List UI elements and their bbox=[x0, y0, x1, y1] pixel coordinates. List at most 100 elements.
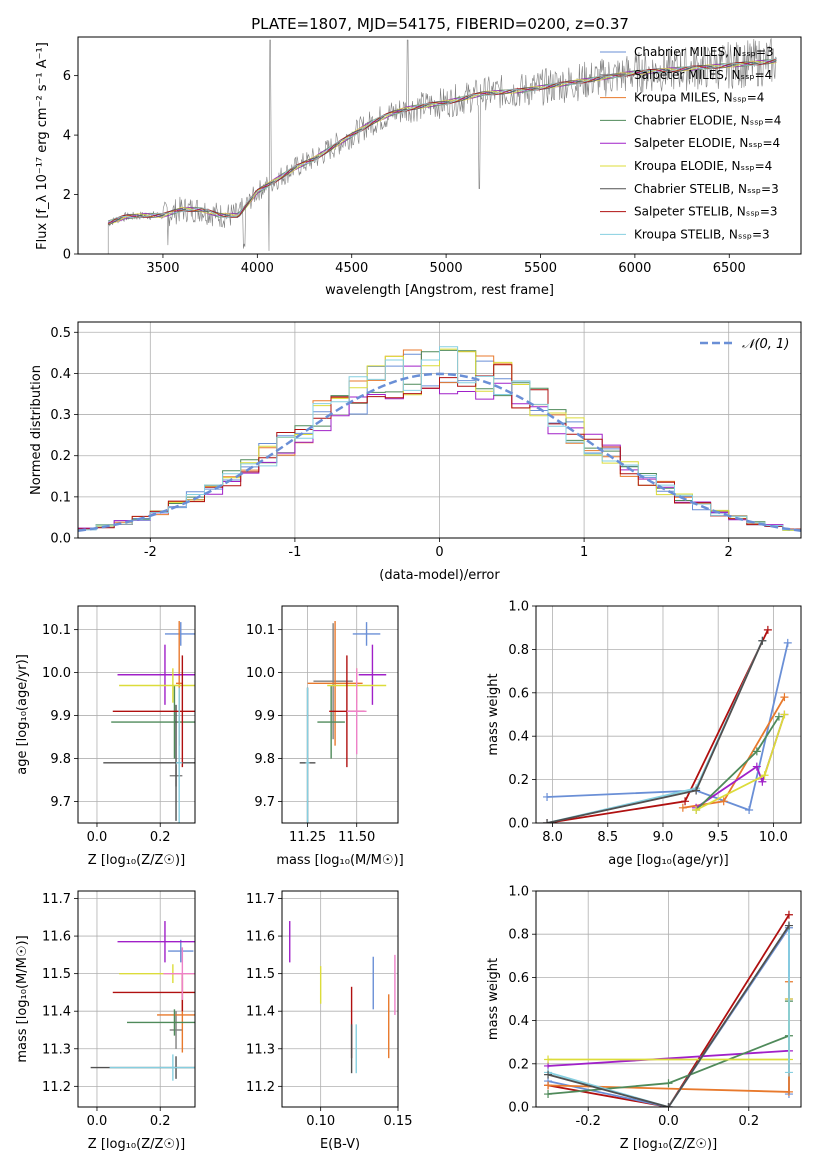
x-axis-label: age [log₁₀(age/yr)] bbox=[608, 853, 729, 868]
plot-area bbox=[299, 621, 387, 823]
y-tick-label: 0.1 bbox=[50, 490, 71, 505]
y-tick-label: 11.3 bbox=[246, 1042, 275, 1057]
x-tick-label: 0.10 bbox=[306, 1114, 335, 1129]
marker-salpeter-elodie bbox=[752, 762, 761, 771]
y-axis-label: mass weight bbox=[486, 958, 501, 1040]
x-tick-label: 0.0 bbox=[87, 830, 108, 845]
y-tick-label: 4 bbox=[63, 129, 71, 144]
x-tick-label: 0.15 bbox=[384, 1114, 413, 1129]
x-axis-label: E(B-V) bbox=[320, 1137, 360, 1152]
x-tick-label: 11.25 bbox=[289, 830, 326, 845]
figure-title: PLATE=1807, MJD=54175, FIBERID=0200, z=0… bbox=[251, 15, 629, 33]
y-tick-label: 0 bbox=[63, 248, 71, 263]
plot-area bbox=[544, 910, 793, 1107]
axes-frame bbox=[281, 890, 399, 1108]
legend-entry-kroupa-elodie: Kroupa ELODIE, Nₛₛₚ=4 bbox=[634, 159, 772, 173]
axes-frame bbox=[281, 605, 399, 824]
x-tick-label: 5500 bbox=[524, 261, 557, 276]
y-tick-label: 10.1 bbox=[42, 623, 71, 638]
y-tick-label: 9.9 bbox=[50, 709, 71, 724]
marker-kroupa-miles bbox=[544, 1081, 553, 1090]
x-tick-label: 4000 bbox=[241, 261, 274, 276]
y-tick-label: 0.4 bbox=[508, 730, 529, 745]
axes: 0.0 0.2 9.7 9.8 9.9 10.0 10.1 bbox=[42, 623, 171, 845]
y-tick-label: 0.0 bbox=[508, 1101, 529, 1116]
y-tick-label: 0.8 bbox=[508, 928, 529, 943]
y-tick-label: 0.0 bbox=[50, 532, 71, 547]
x-tick-label: 9.0 bbox=[653, 830, 674, 845]
legend-entry-normal: 𝒩(0, 1) bbox=[742, 337, 789, 352]
y-tick-label: 0.2 bbox=[50, 449, 71, 464]
y-tick-label: 11.7 bbox=[42, 892, 71, 907]
x-tick-label: 11.50 bbox=[338, 830, 375, 845]
x-axis-label: Z [log₁₀(Z/Z☉)] bbox=[88, 853, 185, 868]
y-tick-label: 0.3 bbox=[50, 408, 71, 423]
axes: 3500 4000 4500 5000 5500 6000 6500 0 2 4 6 bbox=[63, 69, 746, 276]
x-tick-label: 5000 bbox=[430, 261, 463, 276]
plot-area bbox=[90, 921, 195, 1081]
axes: -2 -1 0 1 2 0.0 0.1 0.2 0.3 0.4 0.5 bbox=[50, 326, 733, 560]
axes: 0.10 0.15 11.2 11.3 11.4 11.5 11.6 11.7 bbox=[246, 892, 412, 1129]
y-tick-label: 11.4 bbox=[42, 1005, 71, 1020]
histogram-salpeter-stelib bbox=[78, 364, 801, 530]
mass-vs-metallicity-panel: 0.0 0.2 11.2 11.3 11.4 11.5 11.6 11.7 Z [log₁₀(Z… bbox=[15, 890, 196, 1152]
marker-salpeter-stelib bbox=[681, 797, 690, 806]
x-tick-label: 0.2 bbox=[150, 1114, 171, 1129]
model-spectrum-salpeter-stelib bbox=[107, 58, 777, 225]
legend-entry-chabrier-miles: Chabrier MILES, Nₛₛₚ=3 bbox=[634, 45, 774, 59]
axes-frame bbox=[77, 890, 196, 1108]
y-tick-label: 11.3 bbox=[42, 1042, 71, 1057]
age-vs-metallicity-panel: 0.0 0.2 9.7 9.8 9.9 10.0 10.1 Z [log₁₀(Z/Z☉)] ag… bbox=[15, 605, 196, 868]
y-tick-label: 11.2 bbox=[246, 1080, 275, 1095]
age-vs-mass-panel: 11.25 11.50 9.7 9.8 9.9 10.0 10.1 mass [log₁₀(M… bbox=[246, 605, 404, 868]
marker-salpeter-stelib bbox=[784, 910, 793, 919]
x-tick-label: 0.0 bbox=[658, 1114, 679, 1129]
legend-entry-chabrier-elodie: Chabrier ELODIE, Nₛₛₚ=4 bbox=[634, 113, 781, 127]
x-tick-label: 0 bbox=[435, 545, 443, 560]
y-axis-label: age [log₁₀(age/yr)] bbox=[15, 654, 30, 775]
marker-kroupa-elodie bbox=[760, 771, 769, 780]
y-tick-label: 10.1 bbox=[246, 623, 275, 638]
plot-area bbox=[543, 625, 792, 823]
y-tick-label: 10.0 bbox=[42, 666, 71, 681]
axes-frame bbox=[77, 36, 802, 255]
y-tick-label: 10.0 bbox=[246, 666, 275, 681]
y-tick-label: 9.9 bbox=[254, 709, 275, 724]
x-tick-label: 6000 bbox=[618, 261, 651, 276]
axes-frame bbox=[535, 890, 802, 1108]
axes: 8.0 8.5 9.0 9.5 10.0 0.0 0.2 0.4 0.6 0.8 1.0 bbox=[508, 600, 788, 846]
x-axis-label: mass [log₁₀(M/M☉)] bbox=[276, 853, 403, 868]
marker-kroupa-stelib bbox=[784, 1068, 793, 1077]
legend-entry-chabrier-stelib: Chabrier STELIB, Nₛₛₚ=3 bbox=[634, 182, 779, 196]
y-tick-label: 0.6 bbox=[508, 971, 529, 986]
y-tick-label: 9.7 bbox=[254, 795, 275, 810]
plot-area bbox=[103, 621, 195, 823]
x-tick-label: 8.0 bbox=[542, 830, 563, 845]
y-tick-label: 9.8 bbox=[50, 752, 71, 767]
plot-area bbox=[78, 346, 801, 533]
axes-frame bbox=[77, 605, 196, 824]
marker-kroupa-miles bbox=[719, 797, 728, 806]
legend-entry-salpeter-elodie: Salpeter ELODIE, Nₛₛₚ=4 bbox=[634, 136, 780, 150]
legend-entry-salpeter-stelib: Salpeter STELIB, Nₛₛₚ=3 bbox=[634, 205, 778, 219]
axes-frame bbox=[77, 321, 802, 539]
line-salpeter-stelib bbox=[546, 629, 769, 823]
y-tick-label: 11.4 bbox=[246, 1005, 275, 1020]
axes: -0.2 0.0 0.2 0.0 0.2 0.4 0.6 0.8 1.0 bbox=[508, 885, 759, 1130]
x-tick-label: 0.0 bbox=[87, 1114, 108, 1129]
x-tick-label: 9.5 bbox=[708, 830, 729, 845]
marker-salpeter-stelib bbox=[763, 625, 772, 634]
y-tick-label: 9.7 bbox=[50, 795, 71, 810]
x-tick-label: 2 bbox=[725, 545, 733, 560]
legend-entry-kroupa-stelib: Kroupa STELIB, Nₛₛₚ=3 bbox=[634, 227, 770, 241]
marker-chabrier-stelib bbox=[758, 636, 767, 645]
line-chabrier-stelib bbox=[547, 925, 790, 1107]
normal-curve bbox=[78, 372, 801, 533]
x-tick-label: 1 bbox=[580, 545, 588, 560]
marker-kroupa-miles bbox=[780, 693, 789, 702]
y-tick-label: 11.5 bbox=[42, 967, 71, 982]
marker-chabrier-elodie bbox=[752, 747, 761, 756]
spectrum-legend: Chabrier MILES, Nₛₛₚ=3 Salpeter MILES, Nₛ… bbox=[600, 45, 781, 241]
x-tick-label: 0.2 bbox=[150, 830, 171, 845]
